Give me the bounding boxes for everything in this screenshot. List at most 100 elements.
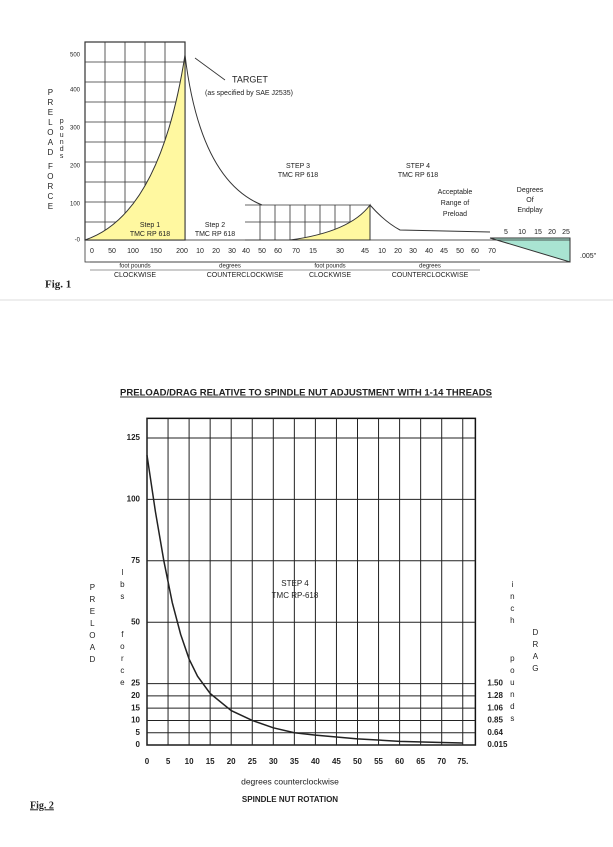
y-tick-label: 400	[70, 88, 81, 94]
endplay: Endplay	[517, 207, 543, 214]
step-ref: TMC RP 618	[398, 172, 438, 179]
endplay-fill	[489, 237, 571, 263]
scale-label: 20	[394, 248, 402, 255]
scale-label: 70	[292, 248, 300, 255]
scale-lines	[90, 261, 570, 271]
acceptable: Range of	[441, 200, 469, 207]
drag-label: 0.64	[487, 728, 503, 737]
step-name: STEP 4	[406, 163, 430, 170]
y-tick-label: 15	[131, 703, 140, 712]
scale-label: 40	[242, 248, 250, 255]
x-tick-label: 55	[374, 757, 383, 766]
endplay-label: 10	[518, 229, 526, 236]
y-tick-label: 50	[131, 617, 140, 626]
y-tick-label: 25	[131, 679, 140, 688]
scale-label: 45	[361, 248, 369, 255]
direction: CLOCKWISE	[309, 272, 351, 279]
drag-label: 1.06	[487, 703, 503, 712]
x-tick-label: 30	[269, 757, 278, 766]
direction: CLOCKWISE	[114, 272, 156, 279]
step2-curve	[184, 54, 263, 206]
scale-label: 30	[409, 248, 417, 255]
scale-label: 10	[378, 248, 386, 255]
scale-label: 60	[471, 248, 479, 255]
endplay: Degrees	[517, 187, 544, 194]
x-tick-label: 50	[353, 757, 362, 766]
figure-1	[84, 41, 571, 271]
x-tick-label: 15	[206, 757, 215, 766]
step1-fill	[84, 54, 186, 241]
step-name: Step 1	[140, 222, 160, 229]
target: TARGET	[232, 74, 268, 84]
y-unit: pounds	[58, 118, 65, 160]
scale-label: 45	[440, 248, 448, 255]
direction: COUNTERCLOCKWISE	[207, 272, 284, 279]
scale-label: 0	[90, 248, 94, 255]
scale-label: 200	[176, 248, 188, 255]
scale-label: 40	[425, 248, 433, 255]
annotation: STEP 4	[281, 579, 309, 588]
scale-label: 20	[212, 248, 220, 255]
y-unit: lbs force	[118, 568, 127, 690]
step-ref: TMC RP 618	[195, 231, 235, 238]
acceptable: Acceptable	[438, 189, 473, 196]
y-title: PRELOAD	[88, 583, 97, 667]
acceptable: Preload	[443, 211, 467, 218]
step-ref: TMC RP 618	[278, 172, 318, 179]
scale-label: 50	[258, 248, 266, 255]
drag-label: 0.015	[487, 740, 508, 749]
direction: COUNTERCLOCKWISE	[392, 272, 469, 279]
line-series	[146, 455, 463, 744]
y2-unit: inch pounds	[508, 580, 517, 726]
endplay-label: 5	[504, 229, 508, 236]
y-tick-label: 125	[127, 433, 141, 442]
y-tick-label: 75	[131, 556, 140, 565]
scale-label: 60	[274, 248, 282, 255]
scale-label: 10	[196, 248, 204, 255]
drag-label: 1.50	[487, 679, 503, 688]
y-title: PRELOAD	[46, 88, 55, 158]
scale-label: 50	[456, 248, 464, 255]
y-tick-label: 500	[70, 53, 81, 59]
y-tick-label: 10	[131, 716, 140, 725]
target-note: (as specified by SAE J2535)	[205, 90, 293, 97]
endplay-depth: .005"	[580, 253, 597, 260]
y-tick-label: 5	[136, 728, 141, 737]
x-tick-label: 70	[437, 757, 446, 766]
drag-label: 1.28	[487, 691, 503, 700]
x-tick-label: 20	[227, 757, 236, 766]
scale-label: 100	[127, 248, 139, 255]
annotation: TMC RP-618	[272, 591, 319, 600]
x-subtitle: SPINDLE NUT ROTATION	[242, 795, 338, 804]
y-tick-label: 100	[70, 202, 81, 208]
scale-label: 70	[488, 248, 496, 255]
y-tick-label: 100	[127, 495, 141, 504]
step3-fill	[289, 203, 371, 241]
endplay-label: 20	[548, 229, 556, 236]
x-title: degrees counterclockwise	[241, 776, 339, 786]
fig-label: Fig. 2	[30, 800, 54, 811]
x-tick-label: 10	[185, 757, 194, 766]
unit: foot pounds	[119, 264, 150, 270]
scale-label: 30	[228, 248, 236, 255]
fig-label: Fig. 1	[45, 279, 71, 291]
y-tick-label: -0	[75, 238, 81, 244]
unit: foot pounds	[314, 264, 345, 270]
endplay-label: 25	[562, 229, 570, 236]
scale-label: 50	[108, 248, 116, 255]
x-tick-label: 5	[166, 757, 171, 766]
x-tick-label: 25	[248, 757, 257, 766]
y-tick-label: 20	[131, 691, 140, 700]
unit: degrees	[419, 264, 441, 270]
unit: degrees	[219, 264, 241, 270]
step-name: STEP 3	[286, 163, 310, 170]
target-arrow	[194, 57, 226, 81]
x-tick-label: 35	[290, 757, 299, 766]
chart-title: PRELOAD/DRAG RELATIVE TO SPINDLE NUT ADJ…	[120, 388, 492, 399]
endplay: Of	[526, 197, 533, 204]
y-title: FORCE	[46, 162, 55, 212]
x-tick-label: 40	[311, 757, 320, 766]
x-tick-label: 65	[416, 757, 425, 766]
step-name: Step 2	[205, 222, 225, 229]
